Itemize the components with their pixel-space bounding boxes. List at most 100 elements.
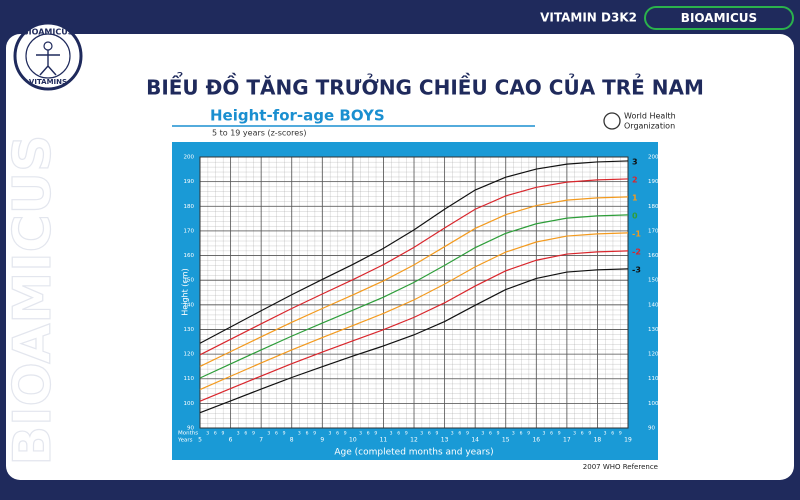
series-label: 0 (632, 211, 638, 220)
logo: BIOAMICUS VITAMINS (13, 21, 83, 91)
y-axis-label: Height (cm) (181, 268, 190, 315)
x-tick-label: 17 (563, 437, 571, 444)
x-tick-label: 12 (410, 437, 418, 444)
series-label: 3 (632, 157, 638, 166)
month-label: 6 (489, 431, 492, 437)
month-label: 6 (611, 431, 614, 437)
y-tick-label: 120 (184, 352, 195, 358)
month-label: 3 (542, 431, 545, 437)
subtitle: 5 to 19 years (z-scores) (212, 129, 306, 138)
month-label: 9 (283, 431, 286, 437)
chart-title: Height-for-age BOYS (210, 107, 385, 125)
x-tick-label: 9 (320, 437, 324, 444)
month-label: 3 (512, 431, 515, 437)
month-label: 9 (221, 431, 224, 437)
month-label: 6 (275, 431, 278, 437)
series-line (199, 178, 629, 356)
month-label: 3 (298, 431, 301, 437)
month-label: 9 (527, 431, 530, 437)
month-label: 3 (328, 431, 331, 437)
series-line (199, 214, 629, 379)
month-label: 6 (458, 431, 461, 437)
month-label: 6 (306, 431, 309, 437)
series-label: -3 (632, 265, 641, 274)
y-tick-label-right: 110 (648, 376, 659, 382)
y-tick-label-right: 180 (648, 204, 659, 210)
series-line (199, 268, 629, 414)
brand-pill (644, 6, 794, 30)
x-tick-label: 7 (259, 437, 263, 444)
month-label: 3 (267, 431, 270, 437)
month-label: 9 (252, 431, 255, 437)
x-axis-label: Age (completed months and years) (334, 448, 493, 458)
month-label: 6 (550, 431, 553, 437)
month-label: 9 (374, 431, 377, 437)
x-tick-label: 11 (380, 437, 388, 444)
series-label: -2 (632, 247, 641, 256)
series-line (199, 250, 629, 402)
month-label: 3 (390, 431, 393, 437)
month-label: 6 (581, 431, 584, 437)
months-label: Months (178, 431, 198, 437)
y-tick-label: 140 (184, 302, 195, 308)
month-label: 6 (397, 431, 400, 437)
month-label: 9 (344, 431, 347, 437)
y-tick-label-right: 130 (648, 327, 659, 333)
y-tick-label: 190 (184, 179, 195, 185)
month-label: 3 (420, 431, 423, 437)
series-line (199, 196, 629, 367)
month-label: 6 (244, 431, 247, 437)
series-line (199, 160, 629, 344)
month-label: 3 (359, 431, 362, 437)
y-tick-label-right: 200 (648, 155, 659, 161)
x-tick-label: 10 (349, 437, 357, 444)
month-label: 9 (405, 431, 408, 437)
y-tick-label-right: 100 (648, 401, 659, 407)
y-tick-label-right: 160 (648, 253, 659, 259)
organization: World Health (624, 112, 676, 121)
month-label: 3 (604, 431, 607, 437)
y-tick-label-right: 120 (648, 352, 659, 358)
month-label: 6 (520, 431, 523, 437)
y-tick-label: 100 (184, 401, 195, 407)
month-label: 3 (451, 431, 454, 437)
month-label: 6 (336, 431, 339, 437)
logo-bottom: VITAMINS (29, 78, 67, 86)
organization: Organization (624, 122, 675, 131)
y-tick-label: 90 (187, 426, 194, 432)
month-label: 9 (313, 431, 316, 437)
month-label: 9 (558, 431, 561, 437)
month-label: 9 (588, 431, 591, 437)
y-tick-label-right: 190 (648, 179, 659, 185)
y-tick-label: 170 (184, 228, 195, 234)
plot-border (199, 156, 629, 429)
years-label: Years (177, 438, 193, 444)
x-tick-label: 16 (532, 437, 540, 444)
x-tick-label: 14 (471, 437, 479, 444)
series-label: 1 (632, 193, 638, 202)
y-tick-label: 110 (184, 376, 195, 382)
watermark: BIOAMICUS (3, 135, 63, 466)
month-label: 3 (237, 431, 240, 437)
x-tick-label: 13 (441, 437, 449, 444)
month-label: 3 (481, 431, 484, 437)
x-tick-label: 18 (594, 437, 602, 444)
x-tick-label: 8 (290, 437, 294, 444)
month-label: 9 (466, 431, 469, 437)
month-label: 9 (435, 431, 438, 437)
y-tick-label-right: 150 (648, 278, 659, 284)
month-label: 6 (428, 431, 431, 437)
product: VITAMIN D3K2 (540, 11, 637, 25)
heading: BIỂU ĐỒ TĂNG TRƯỞNG CHIỀU CAO CỦA TRẺ NA… (146, 74, 704, 100)
month-label: 6 (367, 431, 370, 437)
month-label: 3 (573, 431, 576, 437)
series-label: -1 (632, 229, 641, 238)
x-tick-label: 6 (229, 437, 233, 444)
x-tick-label: 19 (624, 437, 632, 444)
month-label: 9 (497, 431, 500, 437)
brand: BIOAMICUS (681, 11, 757, 25)
series-line (199, 232, 629, 391)
x-tick-label: 5 (198, 437, 202, 444)
month-label: 9 (619, 431, 622, 437)
